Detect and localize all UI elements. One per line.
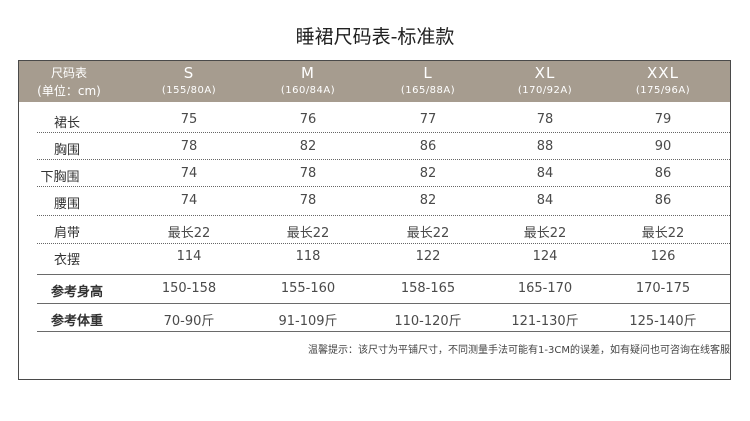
size-spec: (175/96A) bbox=[635, 85, 691, 96]
cell-xxl: 86 bbox=[654, 193, 672, 208]
cell-xl: 124 bbox=[532, 249, 558, 264]
measurement-note: 温馨提示：该尺寸为平铺尺寸，不同测量手法可能有1-3CM的误差，如有疑问也可咨询… bbox=[308, 345, 730, 356]
size-spec: (165/88A) bbox=[400, 85, 456, 96]
cell-l: 122 bbox=[415, 249, 441, 264]
cell-xl: 165-170 bbox=[517, 281, 573, 296]
cell-m: 82 bbox=[299, 139, 317, 154]
cell-xl: 84 bbox=[536, 166, 554, 181]
cell-l: 最长22 bbox=[406, 226, 450, 241]
row-label: 胸围 bbox=[53, 143, 80, 158]
header-label-unit: (单位：cm) bbox=[37, 84, 101, 98]
header-size-xxl: XXL (175/96A) bbox=[603, 61, 723, 102]
row-label: 腰围 bbox=[53, 197, 80, 212]
cell-s: 70-90斤 bbox=[163, 314, 215, 329]
cell-s: 114 bbox=[176, 249, 202, 264]
cell-l: 77 bbox=[419, 112, 437, 127]
cell-l: 86 bbox=[419, 139, 437, 154]
header-label-cell: 尺码表 (单位：cm) bbox=[19, 61, 119, 102]
cell-s: 最长22 bbox=[167, 226, 211, 241]
row-label: 下胸围 bbox=[40, 170, 80, 185]
cell-s: 74 bbox=[180, 193, 198, 208]
cell-s: 74 bbox=[180, 166, 198, 181]
row-label: 参考体重 bbox=[50, 314, 103, 329]
row-label: 裙长 bbox=[53, 116, 80, 131]
header-label-title: 尺码表 bbox=[50, 66, 87, 80]
cell-xxl: 170-175 bbox=[635, 281, 691, 296]
cell-l: 82 bbox=[419, 193, 437, 208]
page-title: 睡裙尺码表-标准款 bbox=[295, 26, 455, 48]
size-name: XL bbox=[534, 64, 556, 82]
row-label: 参考身高 bbox=[50, 285, 103, 300]
cell-l: 158-165 bbox=[400, 281, 456, 296]
size-name: M bbox=[301, 64, 315, 82]
cell-xxl: 126 bbox=[650, 249, 676, 264]
cell-xl: 121-130斤 bbox=[511, 314, 579, 329]
cell-xl: 78 bbox=[536, 112, 554, 127]
row-divider bbox=[37, 159, 730, 160]
row-label: 肩带 bbox=[53, 226, 80, 241]
row-divider bbox=[37, 132, 730, 133]
cell-xxl: 125-140斤 bbox=[629, 314, 697, 329]
table-header: 尺码表 (单位：cm) S (155/80A) M (160/84A) L (1… bbox=[19, 61, 730, 102]
row-divider bbox=[37, 331, 730, 332]
size-name: S bbox=[183, 64, 195, 82]
row-divider bbox=[37, 303, 730, 304]
row-divider bbox=[37, 274, 730, 275]
header-size-l: L (165/88A) bbox=[368, 61, 488, 102]
cell-m: 最长22 bbox=[286, 226, 330, 241]
cell-xxl: 90 bbox=[654, 139, 672, 154]
cell-m: 118 bbox=[295, 249, 321, 264]
cell-m: 78 bbox=[299, 193, 317, 208]
cell-l: 110-120斤 bbox=[394, 314, 462, 329]
cell-m: 91-109斤 bbox=[278, 314, 338, 329]
row-divider bbox=[37, 215, 730, 216]
size-name: XXL bbox=[647, 64, 679, 82]
cell-xl: 84 bbox=[536, 193, 554, 208]
header-size-s: S (155/80A) bbox=[129, 61, 249, 102]
row-divider bbox=[37, 186, 730, 187]
cell-s: 75 bbox=[180, 112, 198, 127]
header-size-xl: XL (170/92A) bbox=[485, 61, 605, 102]
cell-xl: 最长22 bbox=[523, 226, 567, 241]
cell-s: 150-158 bbox=[161, 281, 217, 296]
size-spec: (160/84A) bbox=[280, 85, 336, 96]
size-name: L bbox=[423, 64, 433, 82]
size-spec: (170/92A) bbox=[517, 85, 573, 96]
cell-s: 78 bbox=[180, 139, 198, 154]
cell-l: 82 bbox=[419, 166, 437, 181]
size-chart-table: 尺码表 (单位：cm) S (155/80A) M (160/84A) L (1… bbox=[18, 60, 731, 380]
row-divider bbox=[37, 243, 730, 244]
cell-xxl: 86 bbox=[654, 166, 672, 181]
cell-m: 76 bbox=[299, 112, 317, 127]
cell-xxl: 最长22 bbox=[641, 226, 685, 241]
header-size-m: M (160/84A) bbox=[248, 61, 368, 102]
cell-m: 155-160 bbox=[280, 281, 336, 296]
cell-m: 78 bbox=[299, 166, 317, 181]
row-label: 衣摆 bbox=[53, 253, 80, 268]
cell-xxl: 79 bbox=[654, 112, 672, 127]
cell-xl: 88 bbox=[536, 139, 554, 154]
size-spec: (155/80A) bbox=[161, 85, 217, 96]
